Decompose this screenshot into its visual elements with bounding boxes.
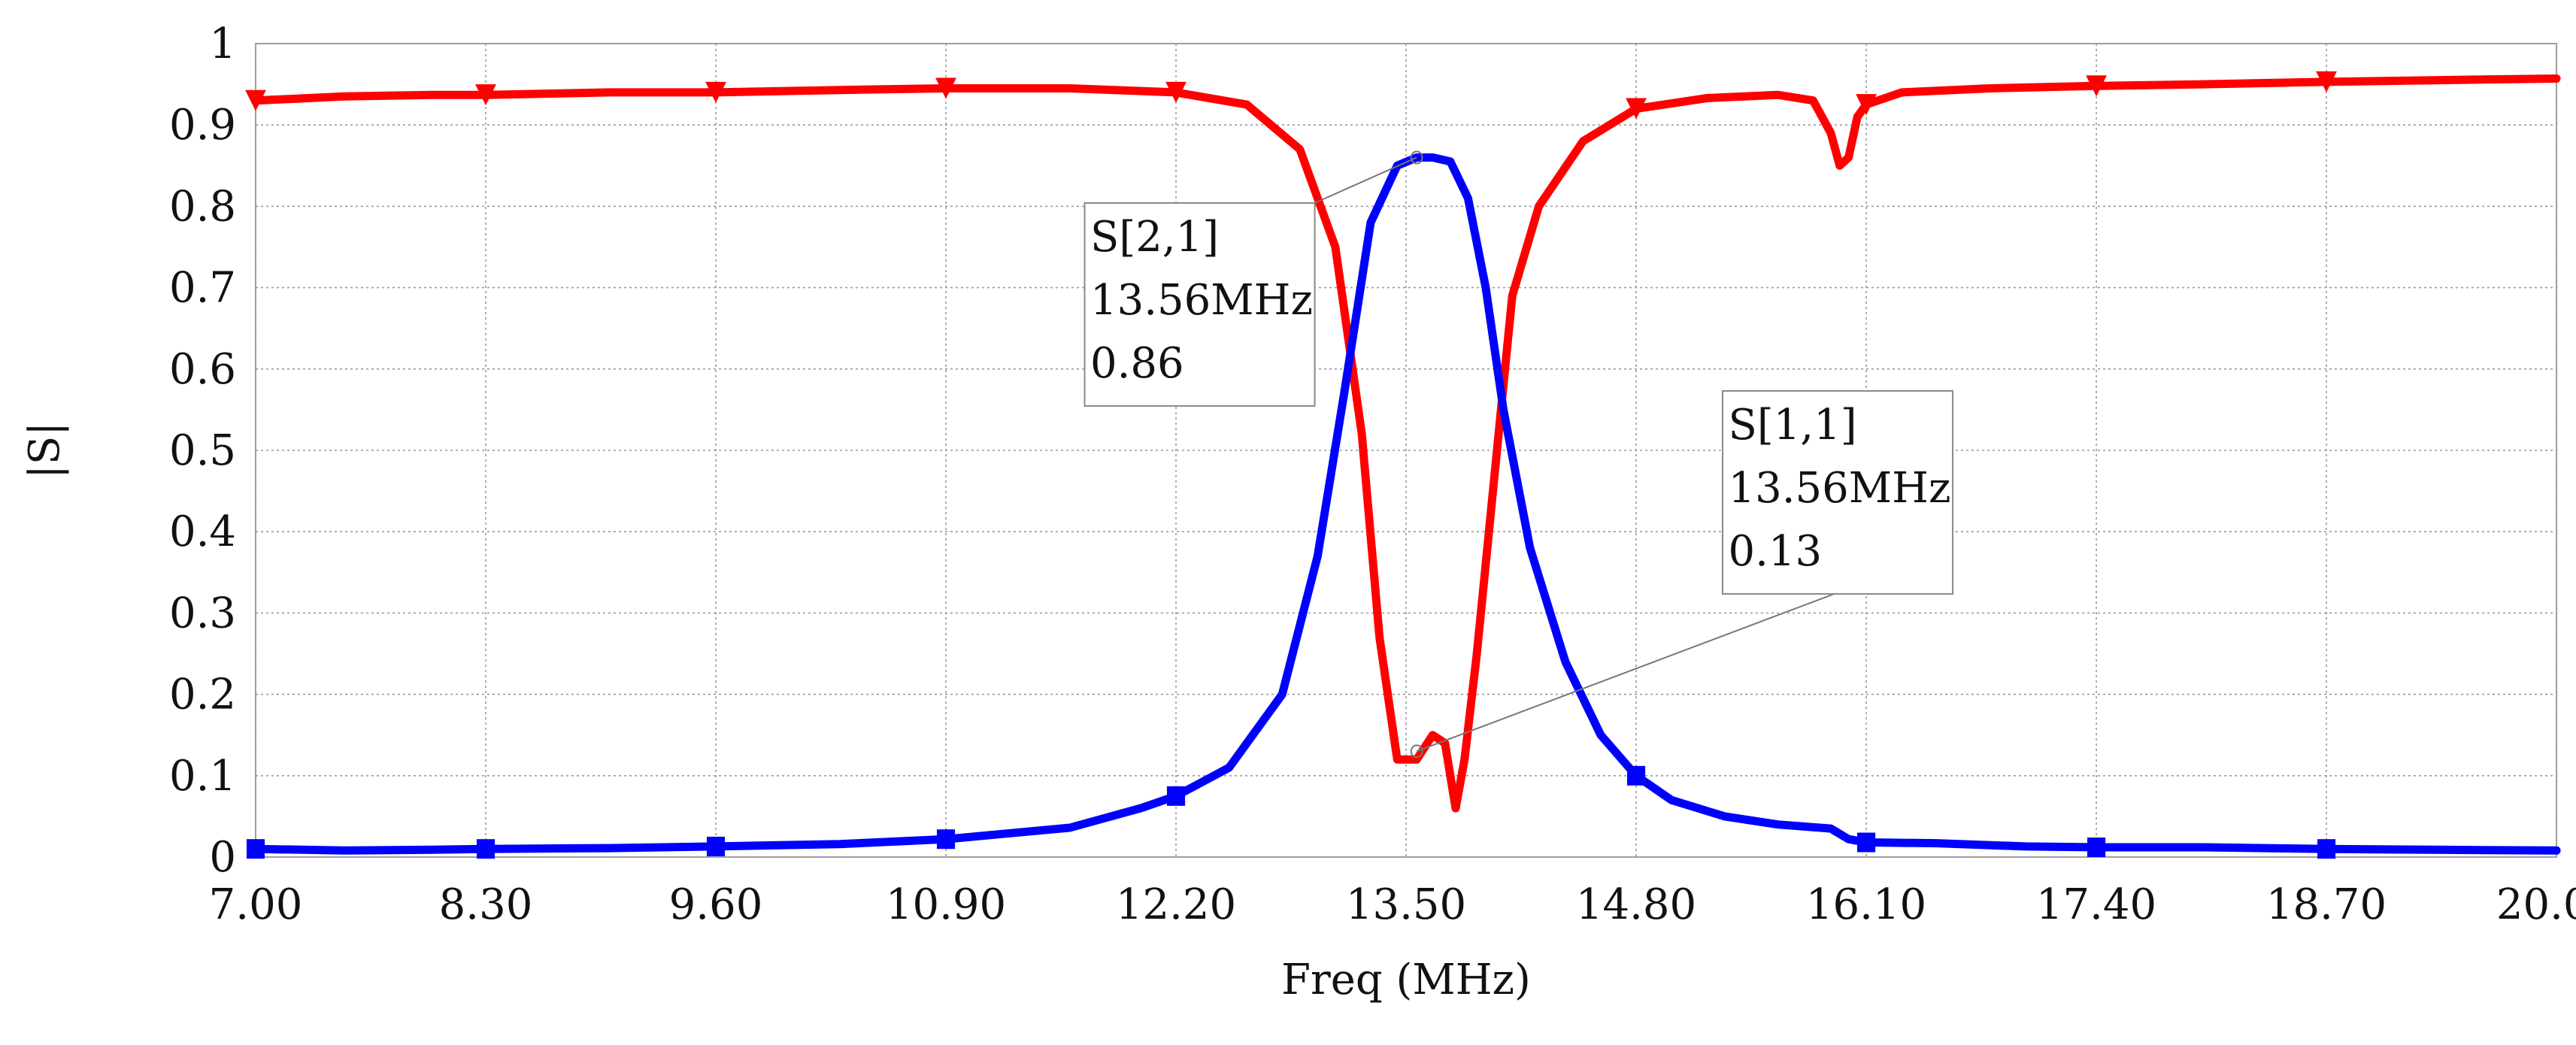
annotation-text: S[2,1]: [1090, 213, 1219, 262]
y-tick-label: 0.7: [169, 264, 236, 313]
series-marker-S[1,1]: [705, 81, 726, 103]
series-line-S[1,1]: [256, 79, 2556, 809]
x-tick-label: 14.80: [1576, 880, 1696, 929]
annotation-text: 13.56MHz: [1728, 464, 1950, 513]
x-tick-label: 13.50: [1346, 880, 1466, 929]
y-tick-label: 0.8: [169, 182, 236, 231]
annotations: S[2,1] 13.56MHz 0.86 S[1,1] 13.56MHz 0.13: [1085, 151, 1953, 757]
annotation-text: 0.86: [1090, 339, 1184, 388]
series-layer: [245, 71, 2556, 859]
y-tick-label: 0: [209, 833, 236, 882]
y-tick-label: 0.5: [169, 426, 236, 475]
x-tick-label: 17.40: [2036, 880, 2156, 929]
series-marker-S[1,1]: [1165, 81, 1186, 103]
y-tick-label: 0.4: [169, 507, 236, 556]
series-marker-S[2,1]: [2317, 839, 2336, 859]
annotation-anchor: [1411, 151, 1423, 163]
y-tick-label: 0.9: [169, 101, 236, 150]
x-tick-label: 18.70: [2266, 880, 2387, 929]
x-tick-label: 20.00: [2496, 880, 2576, 929]
annotation-leader: [1417, 594, 1834, 751]
series-marker-S[2,1]: [476, 839, 496, 859]
annotation-box: [1085, 203, 1315, 406]
y-tick-label: 0.6: [169, 345, 236, 394]
y-tick-label: 0.2: [169, 671, 236, 719]
x-tick-label: 12.20: [1116, 880, 1236, 929]
axes: 7.00 8.30 9.60 10.90 12.20 13.50 14.80 16.10 17.…: [20, 20, 2576, 1004]
series-line-S[2,1]: [256, 158, 2556, 851]
annotation-text: 0.13: [1728, 527, 1822, 576]
series-marker-S[1,1]: [2316, 71, 2337, 92]
y-axis-title: |S|: [20, 422, 69, 479]
x-tick-label: 10.90: [886, 880, 1006, 929]
series-marker-S[2,1]: [2087, 838, 2106, 858]
series-marker-S[2,1]: [1166, 786, 1186, 806]
annotation-box: [1723, 391, 1953, 594]
series-marker-S[1,1]: [1626, 98, 1647, 120]
series-marker-S[2,1]: [706, 836, 726, 856]
x-axis-title: Freq (MHz): [1281, 956, 1531, 1004]
x-tick-label: 8.30: [439, 880, 533, 929]
y-tick-label: 0.1: [169, 752, 236, 801]
annotation-text: 13.56MHz: [1090, 276, 1313, 325]
series-marker-S[2,1]: [1626, 765, 1646, 786]
series-marker-S[2,1]: [936, 829, 956, 850]
y-tick-label: 0.3: [169, 589, 236, 638]
annotation-anchor: [1411, 745, 1423, 757]
series-marker-S[1,1]: [475, 84, 496, 106]
x-tick-label: 7.00: [209, 880, 303, 929]
series-marker-S[1,1]: [1856, 94, 1877, 116]
series-marker-S[1,1]: [245, 89, 266, 111]
annotation-leader: [1315, 157, 1417, 203]
y-tick-label: 1: [209, 20, 236, 68]
series-marker-S[1,1]: [935, 77, 956, 99]
x-tick-label: 16.10: [1806, 880, 1926, 929]
series-marker-S[1,1]: [2086, 75, 2107, 97]
series-marker-S[2,1]: [246, 839, 265, 859]
grid: [256, 44, 2556, 857]
annotation-text: S[1,1]: [1728, 401, 1856, 450]
series-marker-S[2,1]: [1857, 832, 1876, 853]
x-tick-label: 9.60: [669, 880, 763, 929]
